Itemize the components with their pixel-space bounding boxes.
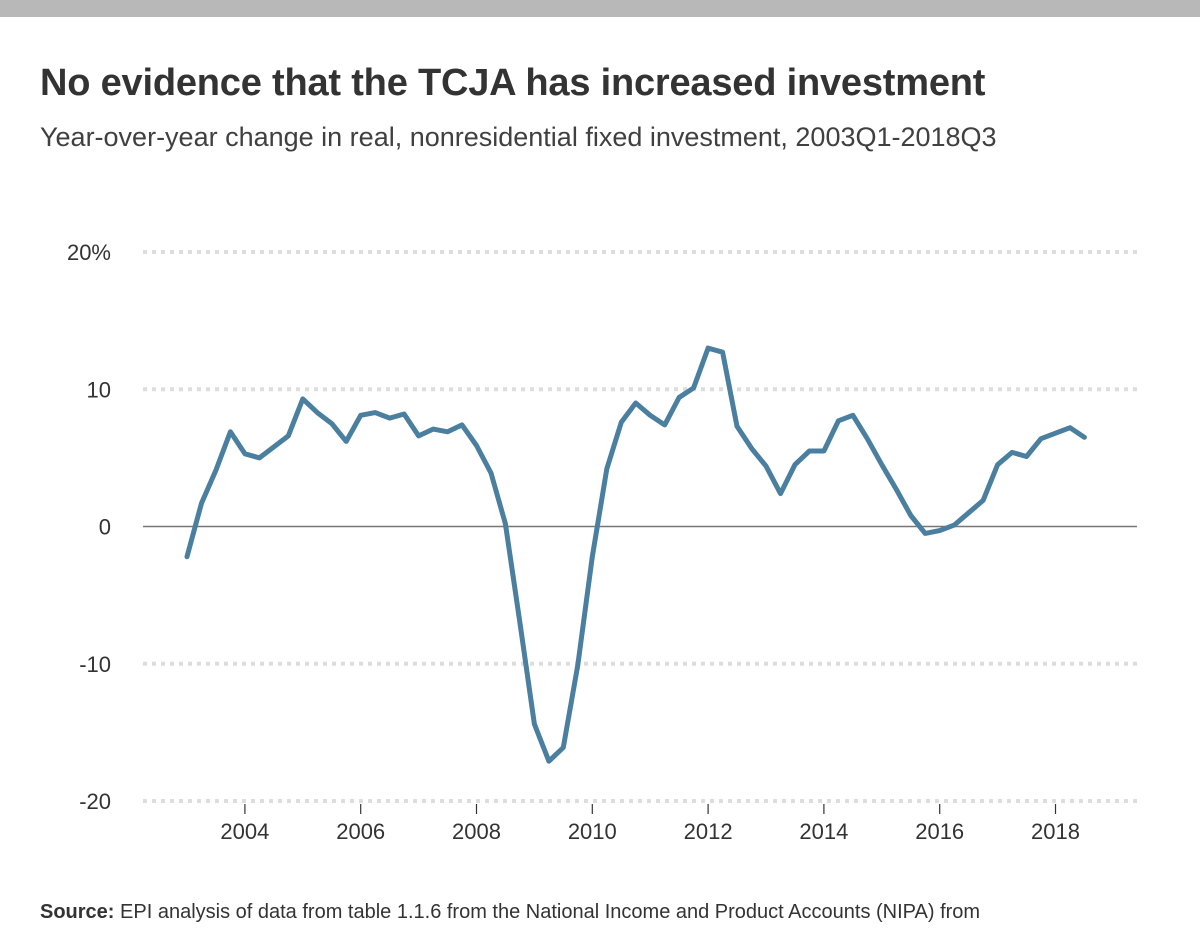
chart-title: No evidence that the TCJA has increased … xyxy=(40,62,986,104)
y-tick-label: 0 xyxy=(99,515,111,540)
x-tick-label: 2016 xyxy=(915,819,964,844)
x-tick-label: 2014 xyxy=(799,819,848,844)
x-tick-label: 2008 xyxy=(452,819,501,844)
top-accent-bar xyxy=(0,0,1200,17)
x-tick-label: 2010 xyxy=(568,819,617,844)
y-axis-labels: 20% 10 0 -10 -20 xyxy=(67,240,111,814)
source-note: Source: EPI analysis of data from table … xyxy=(40,901,980,924)
source-label: Source: xyxy=(40,901,115,923)
x-tick-label: 2006 xyxy=(336,819,385,844)
x-axis-labels: 2004 2006 2008 2010 2012 2014 2016 2018 xyxy=(220,804,1080,844)
chart-subtitle: Year-over-year change in real, nonreside… xyxy=(40,122,997,152)
source-text: EPI analysis of data from table 1.1.6 fr… xyxy=(120,901,981,923)
y-tick-label: -20 xyxy=(79,789,111,814)
grid-layer xyxy=(143,250,1137,803)
x-tick-label: 2004 xyxy=(220,819,269,844)
series-line xyxy=(184,345,1087,764)
line-chart: 20% 10 0 -10 -20 2004 2006 2008 2010 2012 2014 201… xyxy=(67,240,1137,844)
y-tick-label: -10 xyxy=(79,652,111,677)
x-tick-label: 2018 xyxy=(1031,819,1080,844)
y-tick-label: 10 xyxy=(87,377,111,402)
series-layer xyxy=(184,345,1087,764)
x-tick-label: 2012 xyxy=(684,819,733,844)
y-tick-label: 20% xyxy=(67,240,111,265)
